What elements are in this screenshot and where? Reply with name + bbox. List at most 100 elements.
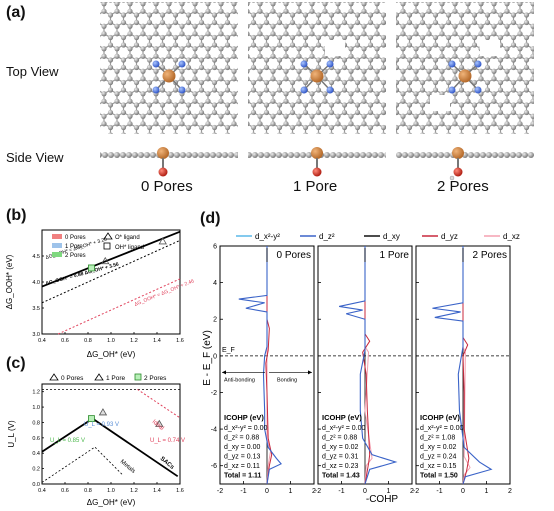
c-ytick-label: 0.8 xyxy=(32,420,40,426)
d-legend-label: d_xy xyxy=(383,232,400,241)
b-xtick-label: 0.8 xyxy=(84,338,92,344)
annotation-ul-085: U_L = 0.85 V xyxy=(50,438,85,444)
d-icohp-total: Total = 1.43 xyxy=(322,472,360,479)
d-icohp-total: Total = 1.50 xyxy=(420,472,458,479)
d-xtick-label: 0 xyxy=(461,488,465,495)
legend-o-ligand: O* ligand xyxy=(115,235,140,241)
d-ytick-label: 0 xyxy=(213,353,217,360)
d-xtick-label: 1 xyxy=(289,488,293,495)
panel-d-chart: d_x²-y² d_z² d_xy d_yz d_xz -2 -1 0 1 2 -6 -4 -2 0 2 4… xyxy=(202,232,520,505)
d-icohp-title: ICOHP (eV) xyxy=(420,413,460,422)
d-bonding-label: Bonding xyxy=(277,377,297,383)
panel-b-xlabel: ΔG_OH* (eV) xyxy=(87,350,136,359)
legend-c-0-pores: 0 Pores xyxy=(61,375,84,382)
d-arrow-right-icon xyxy=(308,370,312,375)
c-xtick-label: 0.4 xyxy=(38,488,46,494)
annotation-ideal: Ideal xyxy=(151,419,165,432)
legend-swatch-0-pores xyxy=(52,234,62,239)
d-xtick-label: 0 xyxy=(265,488,269,495)
d-curve-z2 xyxy=(339,246,398,485)
b-ytick-label: 3.5 xyxy=(32,306,40,312)
d-icohp-row: d_yz = 0.13 xyxy=(224,453,260,460)
d-subpanel-0: -2 -1 0 1 2 -6 -4 -2 0 2 4 6 0 Pores ICOHP (eV) d_x²-y… xyxy=(211,244,316,496)
d-xtick-label: 1 xyxy=(485,488,489,495)
d-ytick-label: 2 xyxy=(213,317,217,324)
legend-2-pores: 2 Pores xyxy=(65,253,86,259)
panel-a-structures xyxy=(100,2,534,181)
d-curve-z2 xyxy=(238,246,282,485)
c-ytick-label: 0.2 xyxy=(32,467,40,473)
top-view-0-pores xyxy=(100,2,238,134)
scaling-line-upper xyxy=(41,239,181,304)
d-curve-yz xyxy=(362,246,371,485)
d-subpanel-title: 0 Pores xyxy=(277,250,311,261)
d-icohp-row: d_xz = 0.11 xyxy=(224,463,260,470)
d-xtick-label: -1 xyxy=(338,488,344,495)
b-point-2-pores xyxy=(88,264,95,272)
d-icohp-row: d_z² = 0.88 xyxy=(322,434,357,441)
annotation-fit: ΔG_OOH* = 0.88 ΔG_OH* + 3.56 xyxy=(45,262,120,287)
d-xtick-label: 0 xyxy=(363,488,367,495)
b-xtick-label: 1.0 xyxy=(107,338,115,344)
panel-c-chart: 0.4 0.6 0.8 1.0 1.2 1.4 1.6 0.0 0.2 0.4 0.6 0.8 1.0 1… xyxy=(7,373,185,507)
c-point-2-pores xyxy=(88,415,95,423)
annotation-metals: Metals xyxy=(119,459,136,475)
legend-c-1-pore-icon xyxy=(94,373,104,381)
side-view-label: Side View xyxy=(6,150,64,165)
c-xtick-label: 0.6 xyxy=(61,488,69,494)
b-point-1-pore xyxy=(101,256,110,265)
c-xtick-label: 1.0 xyxy=(107,488,115,494)
column-0-pores: 0 Pores xyxy=(141,178,193,195)
legend-triangle-icon xyxy=(103,232,113,240)
top-view-label: Top View xyxy=(6,64,59,79)
panel-a-label: (a) xyxy=(6,4,26,21)
panel-d-label: (d) xyxy=(200,210,221,227)
b-xtick-label: 0.4 xyxy=(38,338,46,344)
d-icohp-total: Total = 1.11 xyxy=(224,472,262,479)
d-ytick-label: -4 xyxy=(211,427,217,434)
d-icohp-row: d_x²-y² = 0.00 xyxy=(322,425,365,432)
d-curve-yz xyxy=(462,246,470,485)
d-ytick-label: 4 xyxy=(213,280,217,287)
c-ytick-label: 1.2 xyxy=(32,390,40,396)
d-ytick-label: 6 xyxy=(213,244,217,251)
d-ytick-label: -6 xyxy=(211,463,217,470)
ideal-volcano-line xyxy=(137,388,181,419)
legend-0-pores: 0 Pores xyxy=(65,235,86,241)
d-curve-xz xyxy=(462,246,471,485)
panel-c-ylabel: U_L (V) xyxy=(7,420,16,448)
c-xtick-label: 1.2 xyxy=(130,488,138,494)
c-xtick-label: 1.4 xyxy=(153,488,161,494)
c-point-1-pore xyxy=(98,408,108,416)
d-legend-label: d_z² xyxy=(319,232,335,241)
b-xtick-label: 1.2 xyxy=(130,338,138,344)
d-icohp-row: d_yz = 0.31 xyxy=(322,453,358,460)
legend-swatch-1-pore xyxy=(52,243,62,248)
c-ytick-label: 1.0 xyxy=(32,405,40,411)
d-icohp-title: ICOHP (eV) xyxy=(224,413,264,422)
c-point-0-pores xyxy=(155,419,164,427)
panel-b-ylabel: ΔG_OOH* (eV) xyxy=(5,254,14,309)
b-xtick-label: 1.6 xyxy=(176,338,184,344)
d-icohp-row: d_x²-y² = 0.00 xyxy=(224,425,267,432)
top-view-1-pore xyxy=(248,2,386,134)
top-view-2-pores xyxy=(396,2,534,134)
side-view-0-pores xyxy=(100,147,238,177)
c-xtick-label: 1.6 xyxy=(176,488,184,494)
panel-c-label: (c) xyxy=(6,355,26,372)
d-subpanel-2: -2 -1 0 1 2 2 Pores ICOHP (eV) d_x²-y² = 0.00 d_… xyxy=(413,245,512,495)
legend-square-icon xyxy=(103,242,111,250)
annotation-lower: ΔG_OOH* = ΔG_OH* + 2.46 xyxy=(134,278,196,308)
d-xtick-label: 1 xyxy=(387,488,391,495)
c-xtick-label: 0.8 xyxy=(84,488,92,494)
d-legend-label: d_yz xyxy=(441,232,458,241)
d-legend-label: d_xz xyxy=(503,232,520,241)
d-ytick-label: -2 xyxy=(211,390,217,397)
legend-c-1-pore: 1 Pore xyxy=(106,375,126,382)
d-subpanel-title: 1 Pore xyxy=(380,250,410,261)
legend-c-0-pores-icon xyxy=(49,373,59,381)
b-xtick-label: 1.4 xyxy=(153,338,161,344)
d-icohp-row: d_xz = 0.15 xyxy=(420,463,456,470)
d-legend-label: d_x²-y² xyxy=(255,232,280,241)
d-icohp-row: d_xy = 0.02 xyxy=(322,444,358,451)
